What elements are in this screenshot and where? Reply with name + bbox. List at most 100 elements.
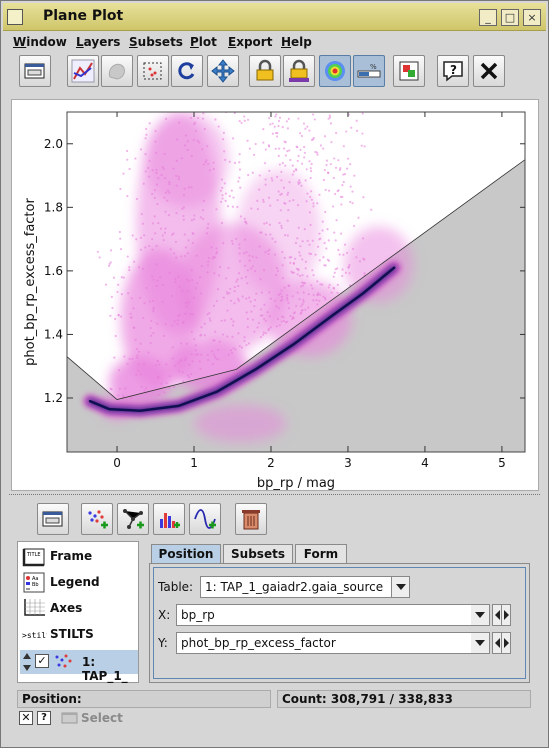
help-icon[interactable]: ?: [37, 711, 51, 725]
layer-label: Legend: [50, 575, 100, 589]
x-axis-label: bp_rp / mag: [257, 476, 335, 491]
y-tick-label: 2.0: [44, 137, 63, 151]
lock-aspect-icon[interactable]: [283, 55, 315, 87]
add-function-icon[interactable]: [189, 503, 221, 535]
menu-subsets[interactable]: Subsets: [129, 35, 183, 49]
x-dropdown-button[interactable]: [471, 604, 490, 626]
x-tick-label: 5: [498, 456, 506, 470]
maximize-button[interactable]: □: [501, 9, 519, 26]
position-status-text: Position:: [22, 692, 82, 706]
axes-icon: [24, 599, 45, 616]
table-select-value: 1: TAP_1_gaiadr2.gaia_source: [205, 580, 384, 594]
navigate-icon[interactable]: [207, 55, 239, 87]
close-window-button[interactable]: ×: [523, 9, 541, 26]
chevron-down-icon[interactable]: [471, 605, 489, 625]
svg-text:%: %: [370, 63, 377, 71]
x-tick-label: 0: [113, 456, 121, 470]
scatter-points: [96, 112, 373, 399]
table-select[interactable]: 1: TAP_1_gaiadr2.gaia_source: [200, 576, 410, 598]
window-menu-icon[interactable]: [7, 9, 23, 25]
density-ridge: [88, 266, 396, 412]
y-next-button[interactable]: [501, 632, 511, 654]
layer-legend[interactable]: Aa Bb Legend: [20, 570, 138, 594]
frame-icon: TITLE: [22, 548, 45, 567]
y-dropdown-button[interactable]: [471, 632, 490, 654]
count-status: Count: 308,791 / 338,833: [277, 690, 531, 708]
window-icon[interactable]: [19, 55, 51, 87]
chevron-down-icon[interactable]: [391, 577, 409, 597]
menu-export[interactable]: Export: [228, 35, 273, 49]
plane-plot-chart[interactable]: 0 1 2 3 4 5 1.2 1.4 1.6 1.8 2.0 bp_rp / mag phot_b…: [12, 100, 540, 492]
layer-axes[interactable]: Axes: [20, 596, 138, 620]
layer-label: Axes: [50, 601, 83, 615]
y-coordinate-value: phot_bp_rp_excess_factor: [181, 636, 336, 650]
minimize-button[interactable]: _: [479, 9, 497, 26]
layer-visible-checkbox[interactable]: ✓: [35, 654, 49, 668]
position-form: Table: 1: TAP_1_gaiadr2.gaia_source X: b…: [149, 563, 530, 683]
table-label: Table:: [158, 580, 194, 594]
y-tick-label: 1.4: [44, 327, 63, 341]
position-status: Position:: [17, 690, 271, 708]
layer-label: Frame: [50, 549, 93, 563]
progress-bar-icon[interactable]: %: [353, 55, 385, 87]
x-prev-button[interactable]: [492, 604, 501, 626]
menu-plot[interactable]: Plot: [190, 35, 217, 49]
delete-layer-icon[interactable]: [235, 503, 267, 535]
select-icon: [61, 712, 78, 724]
title-bar[interactable]: Plane Plot _ □ ×: [3, 3, 546, 31]
layer-label: 1: TAP_1_: [82, 655, 128, 683]
select-label: Select: [81, 711, 123, 725]
close-icon[interactable]: [473, 55, 505, 87]
point-cloud: [101, 112, 414, 443]
tab-subsets[interactable]: Subsets: [223, 544, 293, 564]
x-next-button[interactable]: [501, 604, 511, 626]
layer-frame[interactable]: TITLE Frame: [20, 544, 138, 568]
blob-subset-icon[interactable]: [67, 55, 99, 87]
x-tick-label: 2: [267, 456, 275, 470]
add-histogram-icon[interactable]: [153, 503, 185, 535]
menu-bar: Window Layers Subsets Plot Export Help: [3, 32, 546, 52]
x-coordinate-value: bp_rp: [181, 608, 215, 622]
y-label: Y:: [158, 636, 168, 650]
split-pane-divider[interactable]: [9, 494, 540, 500]
y-tick-label: 1.6: [44, 264, 63, 278]
colour-legend-icon[interactable]: [393, 55, 425, 87]
layer-scatter-1[interactable]: ✓ 1: TAP_1_: [20, 650, 138, 683]
tab-form[interactable]: Form: [295, 544, 347, 564]
close-icon[interactable]: ✕: [19, 711, 33, 725]
disabled-subset-icon: [101, 55, 133, 87]
zoom-rect-icon[interactable]: [137, 55, 169, 87]
bottom-bar: ✕ ? Select: [17, 711, 217, 727]
count-status-text: Count: 308,791 / 338,833: [282, 692, 453, 706]
add-scatter-icon[interactable]: [81, 503, 113, 535]
chevron-down-icon[interactable]: [471, 633, 489, 653]
layer-stilts[interactable]: >stilts STILTS: [20, 622, 138, 646]
add-pairs-icon[interactable]: [117, 503, 149, 535]
y-coordinate-field[interactable]: phot_bp_rp_excess_factor: [176, 632, 472, 654]
replot-icon[interactable]: [171, 55, 203, 87]
x-tick-label: 4: [421, 456, 429, 470]
tab-position[interactable]: Position: [151, 544, 221, 564]
drag-handle-icon[interactable]: [21, 651, 33, 673]
x-tick-label: 1: [190, 456, 198, 470]
window-title: Plane Plot: [43, 8, 124, 24]
y-prev-button[interactable]: [492, 632, 501, 654]
y-tick-label: 1.2: [44, 391, 63, 405]
menu-layers[interactable]: Layers: [76, 35, 121, 49]
stilts-icon: >stilts: [22, 631, 47, 640]
plot-panel[interactable]: 0 1 2 3 4 5 1.2 1.4 1.6 1.8 2.0 bp_rp / mag phot_b…: [11, 99, 539, 491]
density-map-icon[interactable]: [319, 55, 351, 87]
svg-text:>stilts: >stilts: [22, 631, 47, 640]
scatter-layer-icon: [55, 654, 72, 668]
menu-window[interactable]: Window: [13, 35, 67, 49]
x-coordinate-field[interactable]: bp_rp: [176, 604, 472, 626]
lock-axes-icon[interactable]: [249, 55, 281, 87]
help-icon[interactable]: ?: [437, 55, 469, 87]
svg-text:?: ?: [450, 63, 457, 77]
control-window-icon[interactable]: [37, 503, 69, 535]
menu-help[interactable]: Help: [281, 35, 312, 49]
svg-text:Aa: Aa: [32, 576, 38, 582]
